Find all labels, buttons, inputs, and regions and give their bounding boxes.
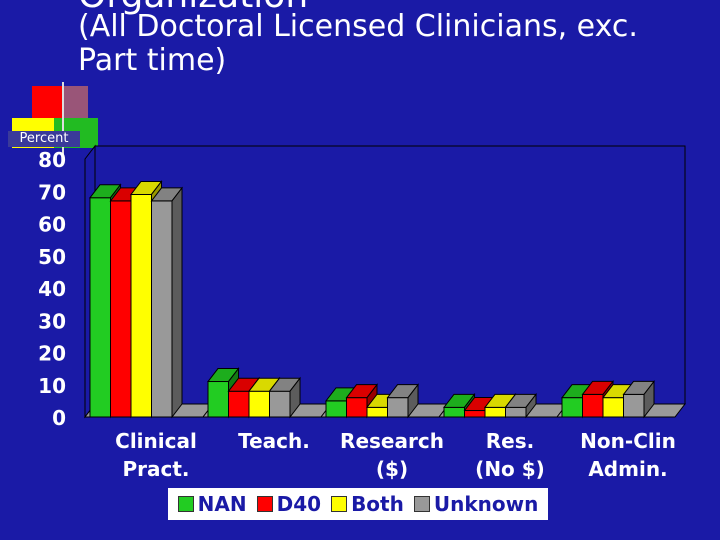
slide-title: Organization bbox=[78, 0, 308, 14]
slide-subtitle: (All Doctoral Licensed Clinicians, exc. … bbox=[78, 9, 638, 78]
y-tick-label: 30 bbox=[38, 309, 66, 333]
legend-item-unknown: Unknown bbox=[413, 492, 539, 516]
legend-swatch-both bbox=[331, 496, 348, 512]
y-tick-label: 0 bbox=[52, 406, 66, 430]
x-category-label: Clinical bbox=[115, 429, 197, 453]
legend-swatch-nan bbox=[177, 496, 194, 512]
legend-item-d40: D40 bbox=[256, 492, 322, 516]
bar bbox=[504, 392, 538, 419]
x-category-label: Admin. bbox=[588, 457, 667, 481]
y-tick-label: 40 bbox=[38, 277, 66, 301]
bar bbox=[150, 186, 184, 419]
legend-item-nan: NAN bbox=[177, 492, 247, 516]
y-tick-label: 20 bbox=[38, 342, 66, 366]
y-axis-label: Percent bbox=[8, 131, 80, 147]
x-category-label: Pract. bbox=[122, 457, 189, 481]
legend-item-both: Both bbox=[331, 492, 404, 516]
legend-label-d40: D40 bbox=[276, 492, 322, 516]
x-category-label: ($) bbox=[376, 457, 408, 481]
x-category-label: Teach. bbox=[238, 429, 310, 453]
y-tick-label: 50 bbox=[38, 245, 66, 269]
bar bbox=[386, 383, 420, 419]
x-category-label: Res. bbox=[486, 429, 534, 453]
legend-swatch-d40 bbox=[256, 496, 273, 512]
x-category-label: Research bbox=[340, 429, 444, 453]
y-tick-label: 10 bbox=[38, 374, 66, 398]
x-category-label: (No $) bbox=[475, 457, 545, 481]
legend-swatch-unknown bbox=[413, 496, 430, 512]
y-tick-label: 70 bbox=[38, 180, 66, 204]
legend-label-unknown: Unknown bbox=[433, 492, 539, 516]
bar bbox=[268, 376, 302, 419]
legend-label-nan: NAN bbox=[197, 492, 247, 516]
y-tick-label: 80 bbox=[38, 148, 66, 172]
chart-legend: NAN D40 Both Unknown bbox=[168, 488, 548, 520]
bar bbox=[622, 379, 656, 419]
legend-label-both: Both bbox=[351, 492, 404, 516]
x-category-label: Non-Clin bbox=[580, 429, 676, 453]
plot-back-wall bbox=[94, 145, 686, 405]
y-tick-label: 60 bbox=[38, 213, 66, 237]
